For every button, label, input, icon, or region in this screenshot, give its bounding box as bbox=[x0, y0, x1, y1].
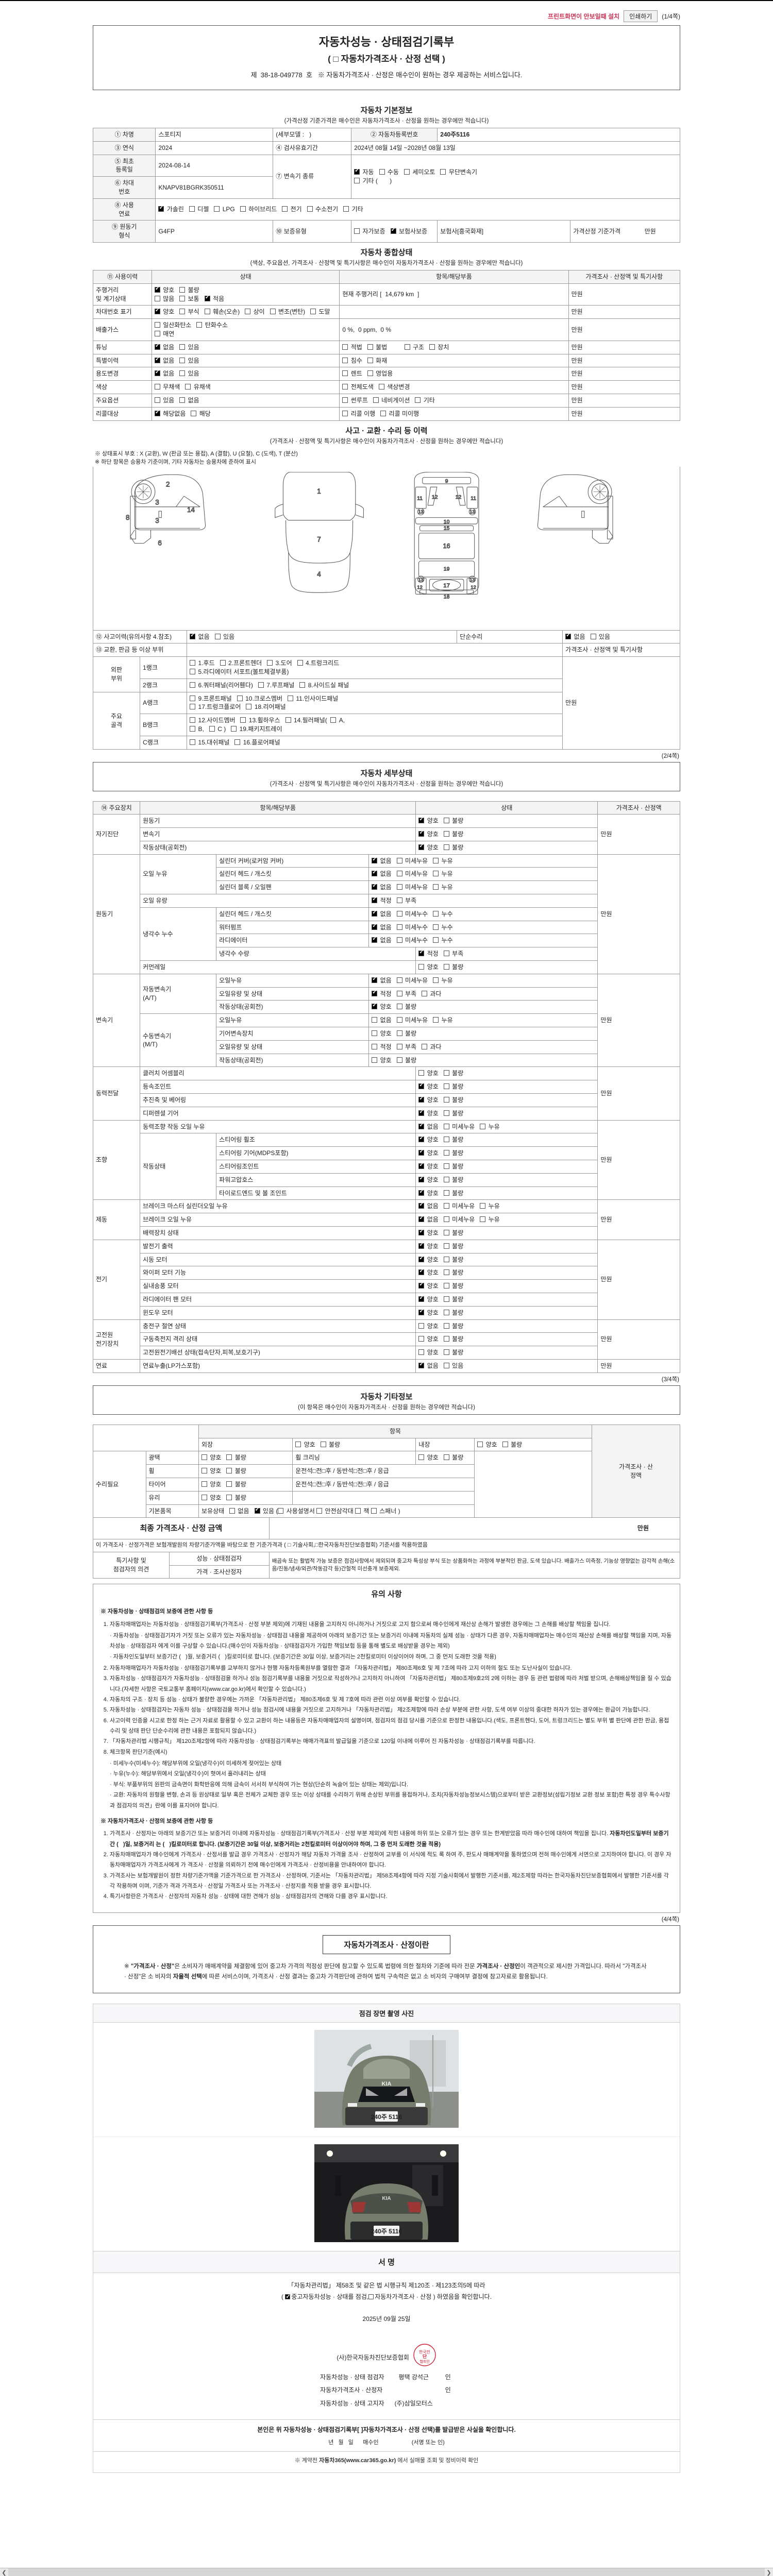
svg-text:12: 12 bbox=[470, 584, 476, 589]
svg-text:1: 1 bbox=[317, 487, 321, 495]
svg-text:12: 12 bbox=[432, 495, 438, 500]
svg-text:17: 17 bbox=[443, 582, 450, 588]
svg-text:13: 13 bbox=[418, 509, 423, 514]
svg-text:KIA: KIA bbox=[382, 2081, 392, 2087]
svg-text:240주 5116: 240주 5116 bbox=[371, 2228, 402, 2235]
svg-text:13: 13 bbox=[418, 577, 423, 582]
svg-text:14: 14 bbox=[187, 506, 195, 514]
svg-text:8: 8 bbox=[126, 513, 130, 521]
svg-text:19: 19 bbox=[444, 566, 450, 572]
svg-text:협회인: 협회인 bbox=[419, 2359, 429, 2364]
svg-text:2: 2 bbox=[166, 480, 170, 488]
svg-text:12: 12 bbox=[456, 495, 462, 500]
svg-text:10: 10 bbox=[444, 519, 450, 525]
svg-text:240주 5116: 240주 5116 bbox=[371, 2113, 402, 2121]
svg-text:3: 3 bbox=[155, 517, 159, 524]
svg-text:13: 13 bbox=[469, 577, 475, 582]
svg-text:9: 9 bbox=[445, 479, 448, 484]
svg-text:단: 단 bbox=[422, 2353, 427, 2359]
svg-text:18: 18 bbox=[444, 594, 450, 600]
svg-text:6: 6 bbox=[158, 539, 162, 547]
svg-text:11: 11 bbox=[470, 496, 476, 501]
svg-text:4: 4 bbox=[317, 570, 321, 578]
svg-text:7: 7 bbox=[317, 535, 321, 543]
svg-text:KIA: KIA bbox=[382, 2196, 391, 2201]
svg-text:16: 16 bbox=[443, 542, 450, 549]
svg-text:15: 15 bbox=[444, 526, 450, 531]
svg-text:13: 13 bbox=[469, 509, 475, 514]
svg-text:12: 12 bbox=[417, 584, 422, 589]
svg-text:11: 11 bbox=[417, 496, 423, 501]
svg-text:3: 3 bbox=[155, 498, 159, 506]
